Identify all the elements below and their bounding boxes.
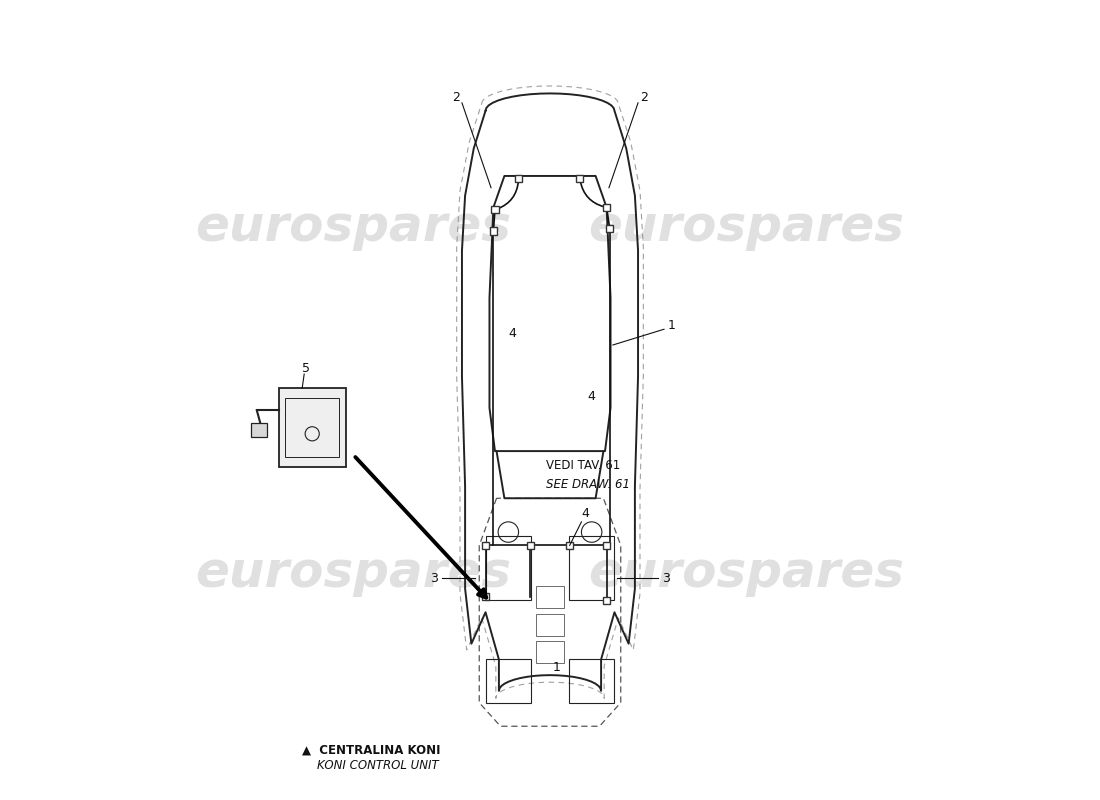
Bar (285, 398, 339, 458)
Text: eurospares: eurospares (588, 203, 904, 251)
Bar (278, 388, 345, 467)
Text: 3: 3 (662, 572, 670, 585)
Bar (569, 659, 615, 702)
Text: 1: 1 (668, 319, 675, 332)
Bar (515, 174, 522, 182)
Bar (603, 542, 611, 549)
Bar (536, 642, 564, 663)
Bar (606, 225, 614, 232)
Text: eurospares: eurospares (196, 549, 512, 597)
Bar (576, 174, 583, 182)
Bar (527, 542, 534, 549)
Text: 4: 4 (587, 390, 595, 402)
Bar (603, 597, 611, 604)
Text: 3: 3 (430, 572, 438, 585)
Bar (492, 206, 498, 214)
Bar (251, 422, 267, 437)
Text: eurospares: eurospares (196, 203, 512, 251)
Text: 4: 4 (582, 507, 590, 521)
Bar (482, 542, 490, 549)
Bar (569, 536, 615, 601)
Text: ▲  CENTRALINA KONI: ▲ CENTRALINA KONI (302, 743, 441, 756)
Text: 2: 2 (640, 91, 648, 104)
Text: 1: 1 (552, 661, 560, 674)
Text: VEDI TAV. 61: VEDI TAV. 61 (546, 458, 620, 472)
Bar (603, 204, 611, 211)
Text: eurospares: eurospares (588, 549, 904, 597)
Text: 5: 5 (301, 362, 309, 375)
Bar (566, 542, 573, 549)
Bar (485, 659, 531, 702)
Text: 2: 2 (452, 91, 460, 104)
Bar (482, 593, 490, 600)
Bar (490, 227, 497, 234)
Bar (536, 614, 564, 636)
FancyArrowPatch shape (355, 457, 486, 598)
Text: 4: 4 (508, 326, 516, 340)
Bar (485, 536, 531, 601)
Text: KONI CONTROL UNIT: KONI CONTROL UNIT (302, 759, 439, 772)
Text: SEE DRAW. 61: SEE DRAW. 61 (546, 478, 630, 491)
Bar (536, 586, 564, 608)
